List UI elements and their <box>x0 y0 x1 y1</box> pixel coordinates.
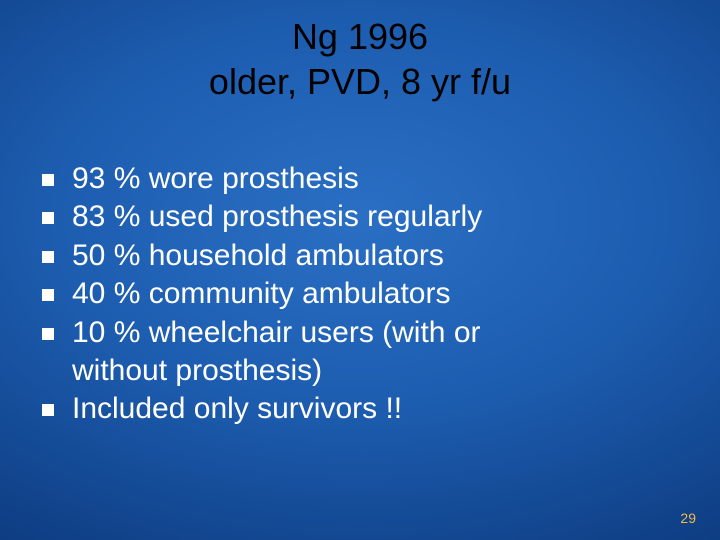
slide: Ng 1996 older, PVD, 8 yr f/u 93 % wore p… <box>0 0 720 540</box>
bullet-icon <box>42 328 54 340</box>
bullet-icon <box>42 289 54 301</box>
list-item: Included only survivors !! <box>42 390 690 428</box>
list-item: 50 % household ambulators <box>42 237 690 275</box>
list-item: 10 % wheelchair users (with or <box>42 314 690 352</box>
title-line-1: Ng 1996 <box>0 14 720 59</box>
slide-body: 93 % wore prosthesis 83 % used prosthesi… <box>42 160 690 429</box>
bullet-text: 83 % used prosthesis regularly <box>72 198 690 236</box>
bullet-text: Included only survivors !! <box>72 390 690 428</box>
bullet-text: 10 % wheelchair users (with or <box>72 314 690 352</box>
bullet-continuation: without prosthesis) <box>42 352 690 390</box>
bullet-icon <box>42 404 54 416</box>
list-item: 40 % community ambulators <box>42 275 690 313</box>
bullet-icon <box>42 174 54 186</box>
slide-title: Ng 1996 older, PVD, 8 yr f/u <box>0 0 720 104</box>
list-item: 83 % used prosthesis regularly <box>42 198 690 236</box>
bullet-icon <box>42 212 54 224</box>
bullet-text: 50 % household ambulators <box>72 237 690 275</box>
slide-number: 29 <box>680 510 696 526</box>
bullet-text: 93 % wore prosthesis <box>72 160 690 198</box>
bullet-text: 40 % community ambulators <box>72 275 690 313</box>
list-item: 93 % wore prosthesis <box>42 160 690 198</box>
bullet-icon <box>42 251 54 263</box>
title-line-2: older, PVD, 8 yr f/u <box>0 59 720 104</box>
